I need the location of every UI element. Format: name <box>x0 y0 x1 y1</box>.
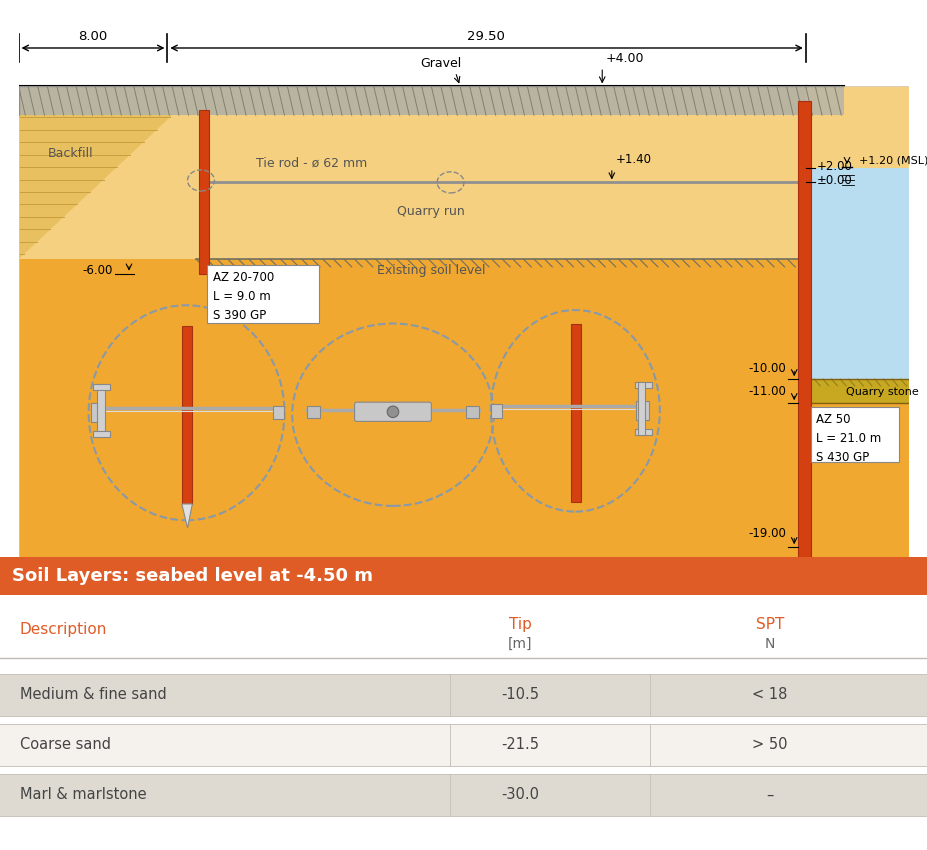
Text: -30.0: -30.0 <box>501 787 539 802</box>
Text: [m]: [m] <box>507 637 532 651</box>
Bar <box>19 87 805 116</box>
Bar <box>805 379 908 403</box>
Text: Description: Description <box>20 622 108 638</box>
FancyBboxPatch shape <box>207 265 319 322</box>
Text: Existing soil level: Existing soil level <box>376 264 485 277</box>
Text: < 18: < 18 <box>752 688 787 702</box>
Text: Backfill: Backfill <box>47 147 93 160</box>
Text: +4.00: +4.00 <box>605 52 644 65</box>
Bar <box>0 724 927 766</box>
Text: -11.00: -11.00 <box>748 385 786 398</box>
FancyBboxPatch shape <box>354 402 431 422</box>
Bar <box>637 382 644 435</box>
Bar <box>634 382 652 388</box>
Bar <box>0 557 927 595</box>
FancyBboxPatch shape <box>809 407 898 462</box>
Polygon shape <box>182 504 192 528</box>
Text: Quarry stone: Quarry stone <box>845 387 918 397</box>
Text: Coarse sand: Coarse sand <box>20 738 111 752</box>
Text: AZ 20-700
L = 9.0 m
S 390 GP: AZ 20-700 L = 9.0 m S 390 GP <box>212 270 273 321</box>
Bar <box>93 431 109 437</box>
Bar <box>465 406 479 417</box>
Bar <box>306 406 320 417</box>
Text: Tip: Tip <box>508 617 531 632</box>
Text: Tie rod - ø 62 mm: Tie rod - ø 62 mm <box>256 156 366 170</box>
Polygon shape <box>19 116 172 259</box>
Text: -6.00: -6.00 <box>83 264 112 277</box>
Text: Soil Layers: seabed level at -4.50 m: Soil Layers: seabed level at -4.50 m <box>12 567 373 585</box>
Text: +1.40: +1.40 <box>615 153 651 166</box>
Text: Quarry run: Quarry run <box>397 205 464 218</box>
Bar <box>93 384 109 390</box>
Bar <box>797 101 810 557</box>
Text: -19.00: -19.00 <box>748 527 786 541</box>
Text: -21.5: -21.5 <box>501 738 539 752</box>
Bar <box>805 403 908 557</box>
Text: > 50: > 50 <box>752 738 787 752</box>
Text: 8.00: 8.00 <box>78 31 107 43</box>
Bar <box>490 404 502 417</box>
Bar <box>19 87 805 259</box>
Bar <box>19 259 805 557</box>
Bar <box>19 87 908 557</box>
Text: Marl & marlstone: Marl & marlstone <box>20 787 146 802</box>
Bar <box>805 87 844 116</box>
Bar <box>635 401 649 421</box>
Text: Medium & fine sand: Medium & fine sand <box>20 688 167 702</box>
Text: +1.20 (MSL): +1.20 (MSL) <box>857 156 927 165</box>
Bar <box>634 429 652 435</box>
Text: SPT: SPT <box>755 617 783 632</box>
Text: Gravel: Gravel <box>420 57 461 70</box>
Bar <box>805 87 908 168</box>
Text: -10.5: -10.5 <box>501 688 539 702</box>
Bar <box>805 168 908 379</box>
Text: 29.50: 29.50 <box>466 31 504 43</box>
Bar <box>182 326 192 504</box>
Text: –: – <box>766 787 773 802</box>
Bar <box>273 406 285 420</box>
Bar <box>91 403 104 422</box>
Bar <box>0 674 927 716</box>
Bar <box>97 384 105 437</box>
Bar <box>199 110 209 274</box>
Text: -10.00: -10.00 <box>748 362 786 375</box>
Text: +2.00: +2.00 <box>817 160 852 173</box>
Text: N: N <box>764 637 774 651</box>
Bar <box>570 325 580 502</box>
Text: AZ 50
L = 21.0 m
S 430 GP: AZ 50 L = 21.0 m S 430 GP <box>816 413 881 464</box>
Text: ±0.00: ±0.00 <box>817 174 852 187</box>
Bar <box>0 774 927 816</box>
Circle shape <box>387 406 399 417</box>
